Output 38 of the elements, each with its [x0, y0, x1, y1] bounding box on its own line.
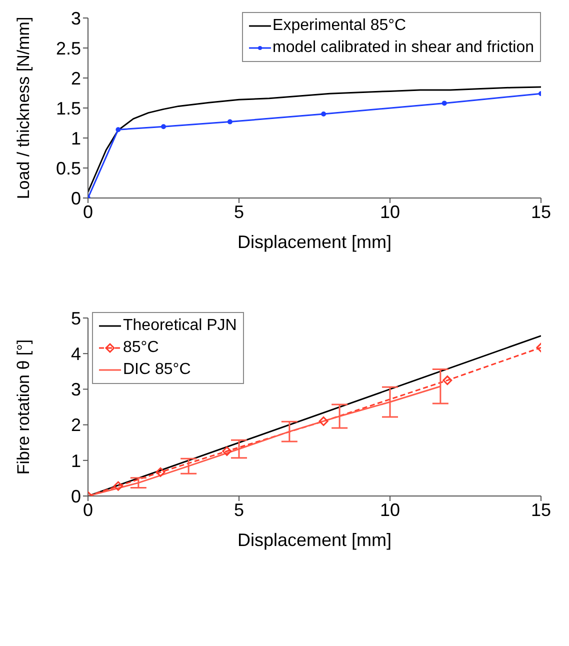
y-tick-label: 2.5 [56, 38, 81, 58]
x-tick-label: 10 [380, 202, 400, 222]
y-tick-label: 0.5 [56, 158, 81, 178]
x-tick-label: 15 [530, 202, 552, 222]
legend-label: 85°C [123, 338, 159, 358]
y-tick-label: 1.5 [56, 98, 81, 118]
x-tick-label: 5 [234, 500, 244, 520]
point [227, 119, 232, 124]
y-tick-label: 3 [70, 8, 81, 28]
point [442, 100, 447, 106]
point [318, 416, 328, 426]
point [161, 124, 166, 130]
y-tick-label: 0 [70, 188, 81, 208]
point [113, 481, 123, 491]
y-tick-label: 3 [70, 380, 81, 400]
y-tick-label: 1 [70, 450, 81, 471]
legend-label: Theoretical PJN [123, 316, 237, 336]
x-tick-label: 10 [380, 500, 400, 520]
y-tick-label: 2 [70, 68, 81, 88]
x-tick-label: 5 [234, 202, 244, 222]
y-tick-label: 0 [70, 486, 81, 506]
x-tick-label: 15 [530, 500, 552, 520]
point [442, 376, 452, 386]
legend-label: DIC 85°C [123, 360, 191, 380]
y-tick-label: 5 [70, 308, 81, 328]
point [222, 446, 232, 456]
legend-label: model calibrated in shear and friction [272, 38, 534, 58]
y-tick-label: 4 [70, 344, 81, 364]
point [156, 467, 166, 477]
y-tick-label: 2 [70, 415, 81, 436]
x-axis-title: Displacement [mm] [237, 232, 392, 252]
x-axis-title: Displacement [mm] [237, 530, 392, 550]
y-axis-title: Fibre rotation θ [°] [14, 339, 34, 475]
y-tick-label: 1 [70, 128, 81, 148]
point [321, 112, 326, 116]
point [116, 127, 121, 132]
legend-label: Experimental 85°C [272, 16, 406, 36]
y-axis-title: Load / thickness [N/mm] [14, 16, 34, 200]
